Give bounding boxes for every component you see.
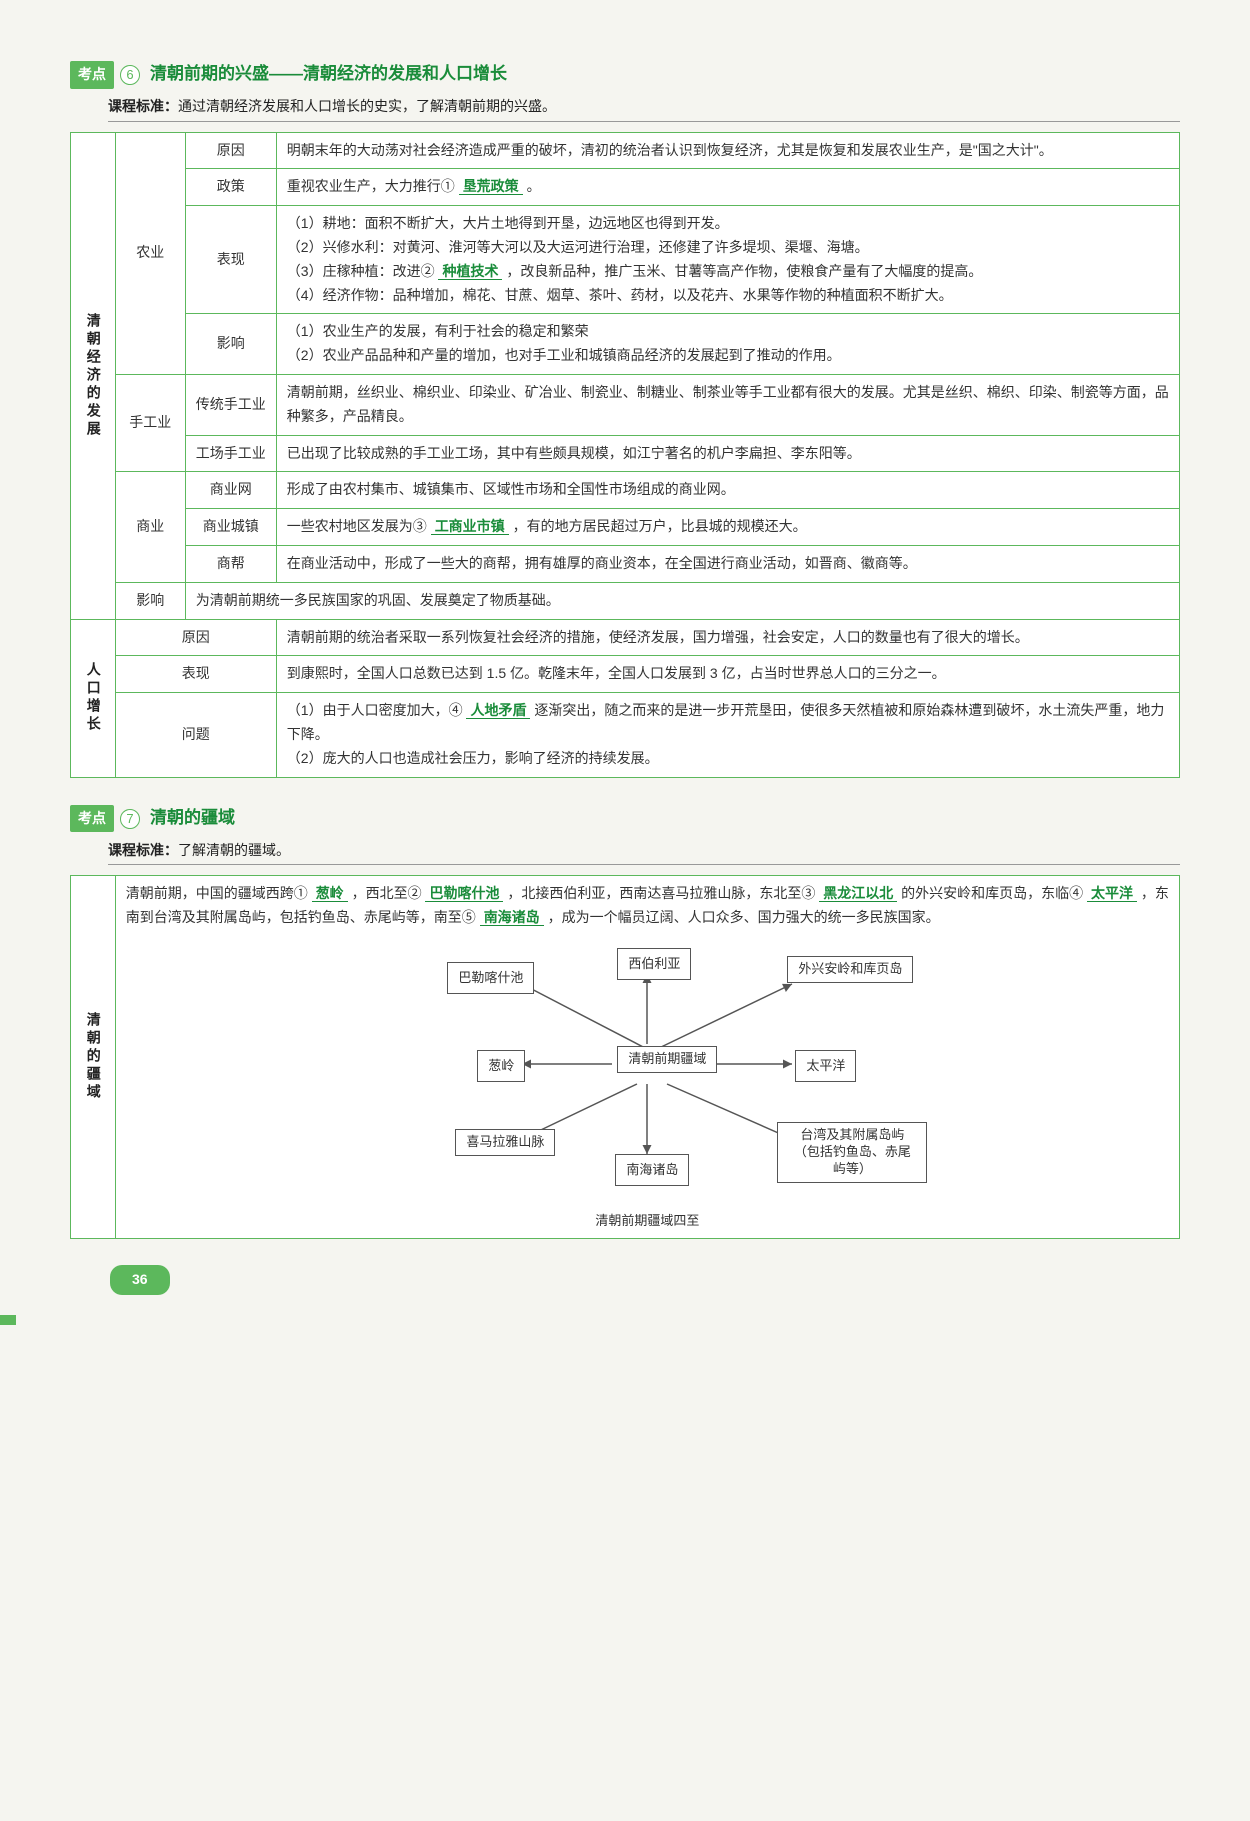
txt: 传统手工业 [196,395,266,415]
badge-num-6: 6 [120,65,140,85]
standard-label: 课程标准： [108,98,178,114]
li: （2）兴修水利：对黄河、淮河等大河以及大运河进行治理，还修建了许多堤坝、渠堰、海… [287,236,1169,260]
txt: ，成为一个幅员辽阔、人口众多、国力强大的统一多民族国家。 [544,909,940,925]
txt: 工场手工业 [196,444,266,464]
blank-t4: 太平洋 [1087,885,1137,902]
node-n6: 喜马拉雅山脉 [455,1129,555,1156]
diagram-caption: 清朝前期疆域四至 [126,1210,1169,1232]
blank-t5: 南海诸岛 [480,909,544,926]
li: （1）农业生产的发展，有利于社会的稳定和繁荣 [287,320,1169,344]
blank-t2: 巴勒喀什池 [425,885,503,902]
h-p-reason: 原因 [115,619,276,656]
c-p-reason: 清朝前期的统治者采取一系列恢复社会经济的措施，使经济发展，国力增强，社会安定，人… [276,619,1179,656]
label-agri: 农业 [115,132,185,374]
h-net: 商业网 [185,472,276,509]
c-hc-fac: 已出现了比较成熟的手工业工场，其中有些颇具规模，如江宁著名的机户李扁担、李东阳等… [276,435,1179,472]
txt: ，有的地方居民超过万户，比县城的规模还大。 [509,518,807,534]
section6-standard: 课程标准：通过清朝经济发展和人口增长的史实，了解清朝前期的兴盛。 [108,95,1180,122]
h-fac: 工场手工业 [185,435,276,472]
table-economy: 清朝经济的发展 农业 原因 明朝末年的大动荡对社会经济造成严重的破坏，清初的统治… [70,132,1180,778]
h-trad: 传统手工业 [185,375,276,436]
section7-header: 考点 7 清朝的疆域 [70,804,1180,833]
h-policy: 政策 [185,169,276,206]
txt: 清朝前期，中国的疆域西跨① [126,885,312,901]
standard-text: 通过清朝经济发展和人口增长的史实，了解清朝前期的兴盛。 [178,98,556,114]
blank-t3: 黑龙江以北 [819,885,897,902]
node-n2: 西伯利亚 [617,948,691,980]
standard-label-7: 课程标准： [108,842,178,858]
c-p-perf: 到康熙时，全国人口总数已达到 1.5 亿。乾隆末年，全国人口发展到 3 亿，占当… [276,656,1179,693]
territory-diagram: 清朝前期疆域 巴勒喀什池 西伯利亚 外兴安岭和库页岛 葱岭 太平洋 喜马拉雅山脉… [126,944,1169,1232]
section7-title: 清朝的疆域 [150,804,235,833]
node-n5: 太平洋 [795,1050,856,1082]
node-n1: 巴勒喀什池 [447,962,534,994]
node-center: 清朝前期疆域 [617,1046,717,1073]
h-p-perf: 表现 [115,656,276,693]
txt: ，改良新品种，推广玉米、甘薯等高产作物，使粮食产量有了大幅度的提高。 [502,263,982,279]
blank-2: 种植技术 [438,263,502,280]
c-cm-grp: 在商业活动中，形成了一些大的商帮，拥有雄厚的商业资本，在全国进行商业活动，如晋商… [276,546,1179,583]
c-cm-net: 形成了由农村集市、城镇集市、区域性市场和全国性市场组成的商业网。 [276,472,1179,509]
badge-7: 考点 [70,805,114,833]
vlabel-territory: 清朝的疆域 [71,876,116,1239]
li: （4）经济作物：品种增加，棉花、甘蔗、烟草、茶叶、药材，以及花卉、水果等作物的种… [287,284,1169,308]
node-n8: 台湾及其附属岛屿（包括钓鱼岛、赤尾屿等） [777,1122,927,1183]
txt: ，西北至② [348,885,426,901]
vlabel-pop: 人口增长 [71,619,116,777]
txt: 重视农业生产，大力推行① [287,178,459,194]
c-ag-eff: （1）农业生产的发展，有利于社会的稳定和繁荣 （2）农业产品品种和产量的增加，也… [276,314,1179,375]
section7-standard: 课程标准：了解清朝的疆域。 [108,839,1180,866]
blank-3: 工商业市镇 [431,518,509,535]
li: （3）庄稼种植：改进② 种植技术 ，改良新品种，推广玉米、甘薯等高产作物，使粮食… [287,260,1169,284]
label-commerce: 商业 [115,472,185,582]
h-p-prob: 问题 [115,693,276,777]
label-handicraft: 手工业 [115,375,185,472]
c-p-prob: （1）由于人口密度加大，④ 人地矛盾 逐渐突出，随之而来的是进一步开荒垦田，使很… [276,693,1179,777]
txt: （3）庄稼种植：改进② [287,263,439,279]
node-n7: 南海诸岛 [615,1154,689,1186]
h-reason: 原因 [185,132,276,169]
h-impact: 影响 [115,582,185,619]
c-ag-reason: 明朝末年的大动荡对社会经济造成严重的破坏，清初的统治者认识到恢复经济，尤其是恢复… [276,132,1179,169]
blank-1: 垦荒政策 [459,178,523,195]
c-cm-town: 一些农村地区发展为③ 工商业市镇 ，有的地方居民超过万户，比县城的规模还大。 [276,509,1179,546]
section6-title: 清朝前期的兴盛——清朝经济的发展和人口增长 [150,60,507,89]
c-ag-perf: （1）耕地：面积不断扩大，大片土地得到开垦，边远地区也得到开发。 （2）兴修水利… [276,206,1179,314]
txt: （1）由于人口密度加大，④ [287,702,467,718]
li: （2）庞大的人口也造成社会压力，影响了经济的持续发展。 [287,747,1169,771]
li: （2）农业产品品种和产量的增加，也对手工业和城镇商品经济的发展起到了推动的作用。 [287,344,1169,368]
txt: ，北接西伯利亚，西南达喜马拉雅山脉，东北至③ [503,885,819,901]
c-ag-policy: 重视农业生产，大力推行① 垦荒政策 。 [276,169,1179,206]
txt: 一些农村地区发展为③ [287,518,431,534]
blank-4: 人地矛盾 [466,702,530,719]
li: （1）耕地：面积不断扩大，大片土地得到开垦，边远地区也得到开发。 [287,212,1169,236]
standard-text-7: 了解清朝的疆域。 [178,842,290,858]
c-hc-trad: 清朝前期，丝织业、棉织业、印染业、矿冶业、制瓷业、制糖业、制茶业等手工业都有很大… [276,375,1179,436]
node-n4: 葱岭 [477,1050,525,1082]
table-territory: 清朝的疆域 清朝前期，中国的疆域西跨① 葱岭 ，西北至② 巴勒喀什池 ，北接西伯… [70,875,1180,1239]
h-eff: 影响 [185,314,276,375]
page-number: 36 [110,1265,170,1295]
footer-accent [0,1315,200,1325]
c-territory: 清朝前期，中国的疆域西跨① 葱岭 ，西北至② 巴勒喀什池 ，北接西伯利亚，西南达… [115,876,1179,1239]
c-impact: 为清朝前期统一多民族国家的巩固、发展奠定了物质基础。 [185,582,1179,619]
h-perf: 表现 [185,206,276,314]
vlabel-economy: 清朝经济的发展 [71,132,116,619]
txt: 。 [523,178,541,194]
section6-header: 考点 6 清朝前期的兴盛——清朝经济的发展和人口增长 [70,60,1180,89]
li: （1）由于人口密度加大，④ 人地矛盾 逐渐突出，随之而来的是进一步开荒垦田，使很… [287,699,1169,747]
h-grp: 商帮 [185,546,276,583]
blank-t1: 葱岭 [312,885,348,902]
h-town: 商业城镇 [185,509,276,546]
footer: 36 [70,1265,1180,1295]
badge-6: 考点 [70,61,114,89]
txt: 的外兴安岭和库页岛，东临④ [897,885,1087,901]
territory-text: 清朝前期，中国的疆域西跨① 葱岭 ，西北至② 巴勒喀什池 ，北接西伯利亚，西南达… [126,882,1169,930]
badge-num-7: 7 [120,809,140,829]
node-n3: 外兴安岭和库页岛 [787,956,913,983]
